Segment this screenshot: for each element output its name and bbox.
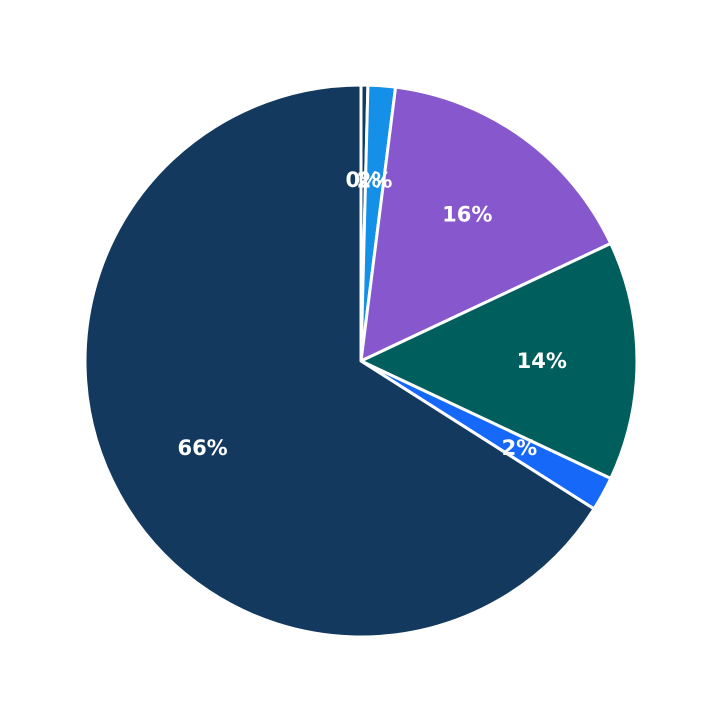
- pie-slice-2: [359, 85, 613, 363]
- pie-slices: [83, 83, 639, 639]
- pie-slice-3: [359, 241, 639, 481]
- pie-slice-label-0: 0%: [345, 168, 381, 192]
- pie-slice-label-4: 2%: [502, 436, 538, 460]
- pie-slice-label-5: 66%: [177, 436, 227, 460]
- pie-labels: 0%2%16%14%2%66%: [177, 168, 566, 460]
- pie-slice-label-1: 2%: [357, 169, 393, 193]
- pie-slice-label-2: 16%: [442, 203, 492, 227]
- pie-slice-label-3: 14%: [517, 349, 567, 373]
- pie-slice-5: [83, 83, 596, 639]
